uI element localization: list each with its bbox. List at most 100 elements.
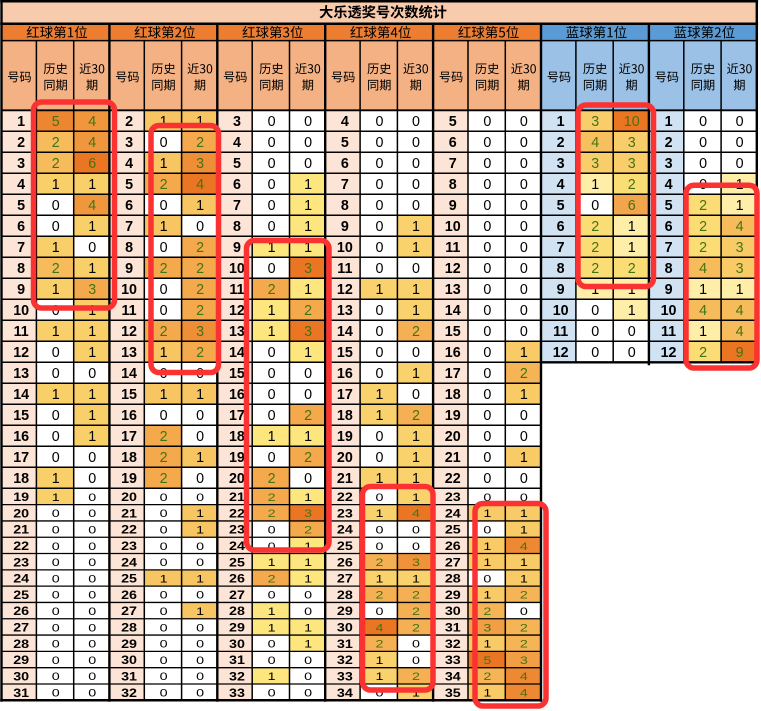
svg-text:4: 4 xyxy=(665,177,673,193)
svg-text:2: 2 xyxy=(520,621,528,634)
svg-text:1: 1 xyxy=(520,523,528,536)
svg-text:3: 3 xyxy=(736,261,744,277)
svg-text:0: 0 xyxy=(304,653,312,666)
svg-text:0: 0 xyxy=(196,429,204,445)
svg-text:0: 0 xyxy=(412,114,420,130)
svg-text:4: 4 xyxy=(736,219,744,235)
svg-text:0: 0 xyxy=(196,637,204,650)
svg-text:2: 2 xyxy=(699,345,707,361)
svg-text:0: 0 xyxy=(88,539,96,552)
svg-text:1: 1 xyxy=(483,539,491,552)
svg-text:0: 0 xyxy=(304,114,312,130)
svg-text:0: 0 xyxy=(412,387,420,403)
svg-text:1: 1 xyxy=(304,240,312,256)
svg-text:2: 2 xyxy=(268,507,276,520)
svg-text:6: 6 xyxy=(88,156,96,172)
svg-text:4: 4 xyxy=(736,324,744,340)
svg-text:2: 2 xyxy=(375,637,383,650)
svg-text:26: 26 xyxy=(337,555,353,569)
svg-text:0: 0 xyxy=(160,240,168,256)
svg-text:0: 0 xyxy=(412,653,420,666)
svg-text:11: 11 xyxy=(661,324,676,340)
svg-text:6: 6 xyxy=(628,198,636,214)
svg-text:1: 1 xyxy=(699,324,707,340)
svg-text:11: 11 xyxy=(445,240,460,256)
svg-text:0: 0 xyxy=(736,156,744,172)
svg-text:0: 0 xyxy=(483,219,491,235)
svg-text:0: 0 xyxy=(375,156,383,172)
svg-text:23: 23 xyxy=(13,555,29,569)
svg-text:0: 0 xyxy=(483,471,491,487)
svg-text:28: 28 xyxy=(13,637,29,651)
svg-text:0: 0 xyxy=(412,523,420,536)
svg-text:2: 2 xyxy=(699,198,707,214)
svg-text:0: 0 xyxy=(160,604,168,617)
svg-text:1: 1 xyxy=(268,604,276,617)
svg-text:1: 1 xyxy=(412,282,420,298)
svg-text:2: 2 xyxy=(412,621,420,634)
svg-text:0: 0 xyxy=(88,670,96,683)
svg-text:1: 1 xyxy=(160,114,168,130)
svg-text:34: 34 xyxy=(445,670,462,684)
svg-text:0: 0 xyxy=(520,429,528,445)
svg-text:10: 10 xyxy=(661,303,677,319)
svg-text:1: 1 xyxy=(88,303,96,319)
svg-text:2: 2 xyxy=(591,219,599,235)
svg-text:30: 30 xyxy=(13,670,29,684)
svg-text:7: 7 xyxy=(557,240,565,256)
svg-text:1: 1 xyxy=(160,345,168,361)
svg-text:7: 7 xyxy=(665,240,673,256)
svg-text:1: 1 xyxy=(52,177,60,193)
svg-text:1: 1 xyxy=(196,572,204,585)
svg-text:32: 32 xyxy=(445,637,461,651)
svg-text:1: 1 xyxy=(520,507,528,520)
svg-text:9: 9 xyxy=(341,219,349,235)
svg-text:1: 1 xyxy=(699,282,707,298)
svg-text:0: 0 xyxy=(160,588,168,601)
svg-text:20: 20 xyxy=(13,506,29,520)
svg-text:4: 4 xyxy=(88,114,96,130)
svg-text:14: 14 xyxy=(121,366,137,382)
svg-text:0: 0 xyxy=(520,219,528,235)
svg-text:9: 9 xyxy=(557,282,565,298)
svg-text:14: 14 xyxy=(13,387,29,403)
svg-text:1: 1 xyxy=(304,621,312,634)
svg-text:2: 2 xyxy=(304,408,312,424)
svg-text:0: 0 xyxy=(520,156,528,172)
svg-text:1: 1 xyxy=(520,572,528,585)
svg-text:0: 0 xyxy=(375,450,383,466)
svg-text:1: 1 xyxy=(591,177,599,193)
svg-text:8: 8 xyxy=(557,261,565,277)
svg-text:1: 1 xyxy=(196,507,204,520)
svg-text:4: 4 xyxy=(17,177,25,193)
svg-text:7: 7 xyxy=(233,198,241,214)
svg-text:3: 3 xyxy=(665,156,673,172)
svg-text:24: 24 xyxy=(337,523,354,537)
svg-text:0: 0 xyxy=(483,450,491,466)
svg-text:27: 27 xyxy=(121,604,137,618)
svg-text:0: 0 xyxy=(196,490,204,503)
svg-text:0: 0 xyxy=(483,177,491,193)
svg-text:0: 0 xyxy=(160,282,168,298)
svg-text:30: 30 xyxy=(229,637,245,651)
svg-text:2: 2 xyxy=(520,588,528,601)
svg-text:4: 4 xyxy=(520,670,528,683)
svg-text:0: 0 xyxy=(52,653,60,666)
svg-text:0: 0 xyxy=(412,177,420,193)
svg-text:1: 1 xyxy=(196,114,204,130)
svg-text:2: 2 xyxy=(268,572,276,585)
svg-text:0: 0 xyxy=(699,156,707,172)
svg-text:2: 2 xyxy=(196,282,204,298)
svg-text:17: 17 xyxy=(229,408,245,424)
svg-text:7: 7 xyxy=(17,240,25,256)
svg-text:0: 0 xyxy=(88,366,96,382)
svg-text:0: 0 xyxy=(483,345,491,361)
svg-text:1: 1 xyxy=(736,198,744,214)
svg-text:0: 0 xyxy=(268,177,276,193)
svg-text:8: 8 xyxy=(341,198,349,214)
svg-text:2: 2 xyxy=(160,471,168,487)
svg-text:0: 0 xyxy=(375,604,383,617)
svg-text:1: 1 xyxy=(268,429,276,445)
svg-text:2: 2 xyxy=(591,240,599,256)
svg-text:0: 0 xyxy=(160,303,168,319)
